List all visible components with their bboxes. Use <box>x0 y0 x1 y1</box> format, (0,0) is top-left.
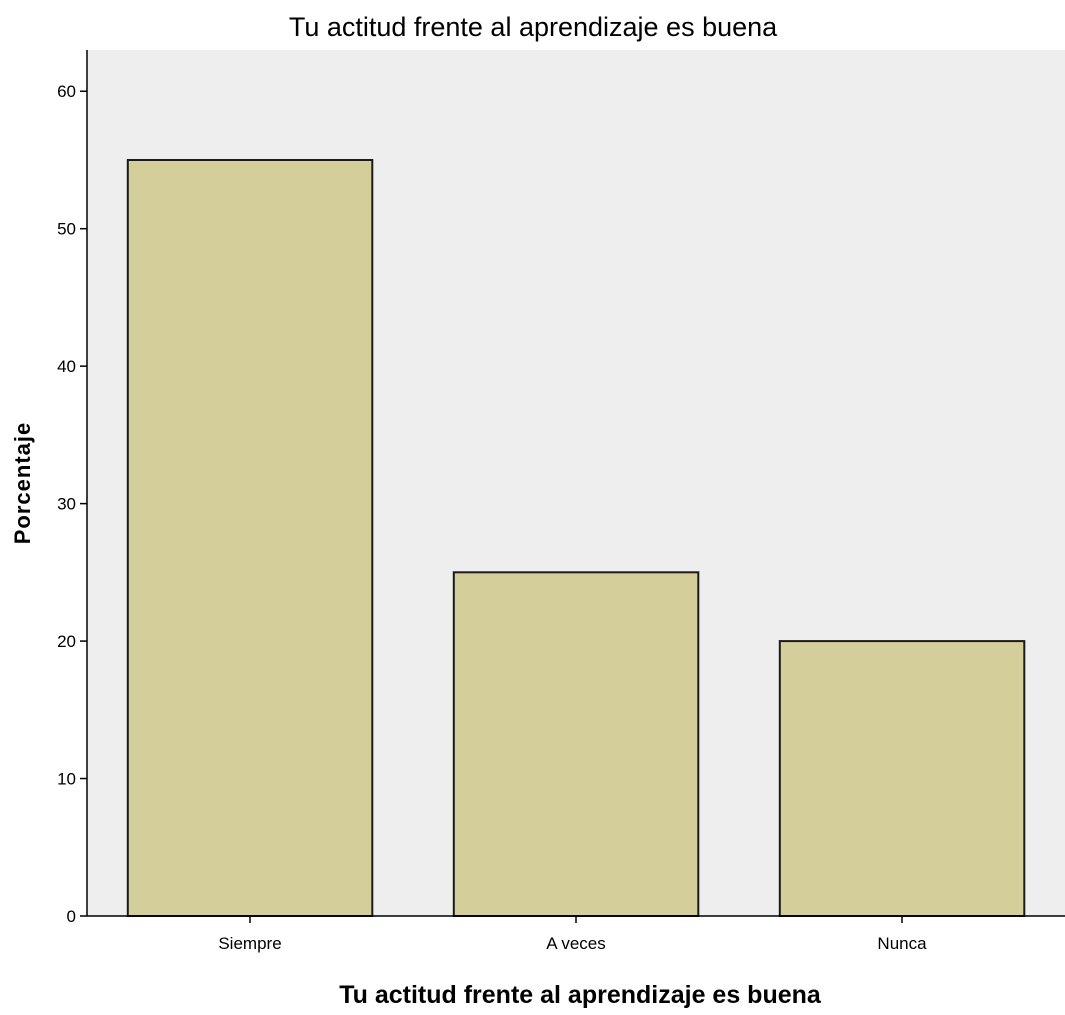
x-tick-label-siempre: Siempre <box>218 934 281 953</box>
bars-group <box>126 159 1026 917</box>
y-tick-label: 10 <box>57 770 76 789</box>
y-axis-title: Porcentaje <box>10 422 35 545</box>
x-tick-label-nunca: Nunca <box>877 934 927 953</box>
chart-title: Tu actitud frente al aprendizaje es buen… <box>289 12 778 42</box>
bar-a-veces <box>452 571 700 917</box>
x-axis: Siempre A veces Nunca <box>87 915 1065 953</box>
y-axis: 0 10 20 30 40 50 60 <box>57 50 88 926</box>
y-tick-label: 30 <box>57 495 76 514</box>
y-tick-label: 60 <box>57 82 76 101</box>
y-tick-label: 20 <box>57 632 76 651</box>
x-tick-label-a-veces: A veces <box>546 934 606 953</box>
x-axis-title: Tu actitud frente al aprendizaje es buen… <box>339 981 822 1009</box>
bar-siempre <box>126 159 374 917</box>
bar-nunca <box>778 640 1026 917</box>
y-tick-label: 50 <box>57 220 76 239</box>
y-tick-label: 40 <box>57 357 76 376</box>
y-tick-label: 0 <box>67 907 76 926</box>
